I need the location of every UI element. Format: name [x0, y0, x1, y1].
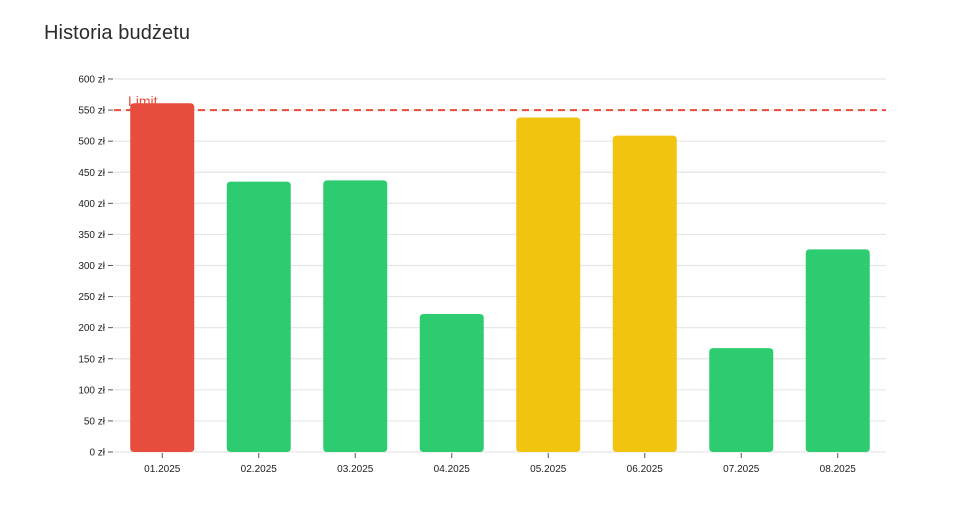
- y-axis: 0 zł 50 zł 100 zł 150 zł 200 zł 250 zł 300 zł 3…: [78, 75, 113, 459]
- bar-02.2025: [226, 181, 291, 452]
- y-tick-label-400: 400 zł: [78, 199, 105, 210]
- bar-06.2025: [612, 135, 677, 453]
- bars: [130, 103, 870, 453]
- chart-title: Historia budżetu: [44, 22, 191, 44]
- y-tick-label-100: 100 zł: [78, 385, 105, 396]
- bar-03.2025: [323, 180, 388, 452]
- y-tick-label-550: 550 zł: [78, 106, 105, 117]
- x-tick-label-06.2025: 06.2025: [627, 464, 664, 475]
- y-tick-label-250: 250 zł: [78, 292, 105, 303]
- y-tick-label-500: 500 zł: [78, 137, 105, 148]
- x-tick-label-07.2025: 07.2025: [723, 464, 760, 475]
- y-tick-label-50: 50 zł: [84, 416, 106, 427]
- bar-01.2025: [130, 103, 195, 453]
- limit-label: Limit: [128, 93, 158, 109]
- y-tick-label-350: 350 zł: [78, 230, 105, 241]
- y-tick-label-450: 450 zł: [78, 168, 105, 179]
- limit-threshold: Limit: [114, 93, 886, 112]
- bar-05.2025: [516, 117, 581, 452]
- x-tick-label-05.2025: 05.2025: [530, 464, 567, 475]
- x-tick-label-04.2025: 04.2025: [434, 464, 471, 475]
- x-tick-label-01.2025: 01.2025: [144, 464, 181, 475]
- bar-04.2025: [419, 313, 484, 452]
- y-tick-label-300: 300 zł: [78, 261, 105, 272]
- x-tick-label-03.2025: 03.2025: [337, 464, 374, 475]
- y-tick-label-0: 0 zł: [89, 448, 105, 459]
- bar-07.2025: [709, 348, 774, 452]
- y-tick-label-600: 600 zł: [78, 75, 105, 86]
- y-tick-label-200: 200 zł: [78, 323, 105, 334]
- x-tick-label-08.2025: 08.2025: [820, 464, 857, 475]
- bar-08.2025: [805, 249, 870, 452]
- y-tick-label-150: 150 zł: [78, 354, 105, 365]
- x-axis: 01.2025 02.2025 03.2025 04.2025 05.2025 06.20…: [144, 453, 856, 475]
- x-tick-label-02.2025: 02.2025: [241, 464, 278, 475]
